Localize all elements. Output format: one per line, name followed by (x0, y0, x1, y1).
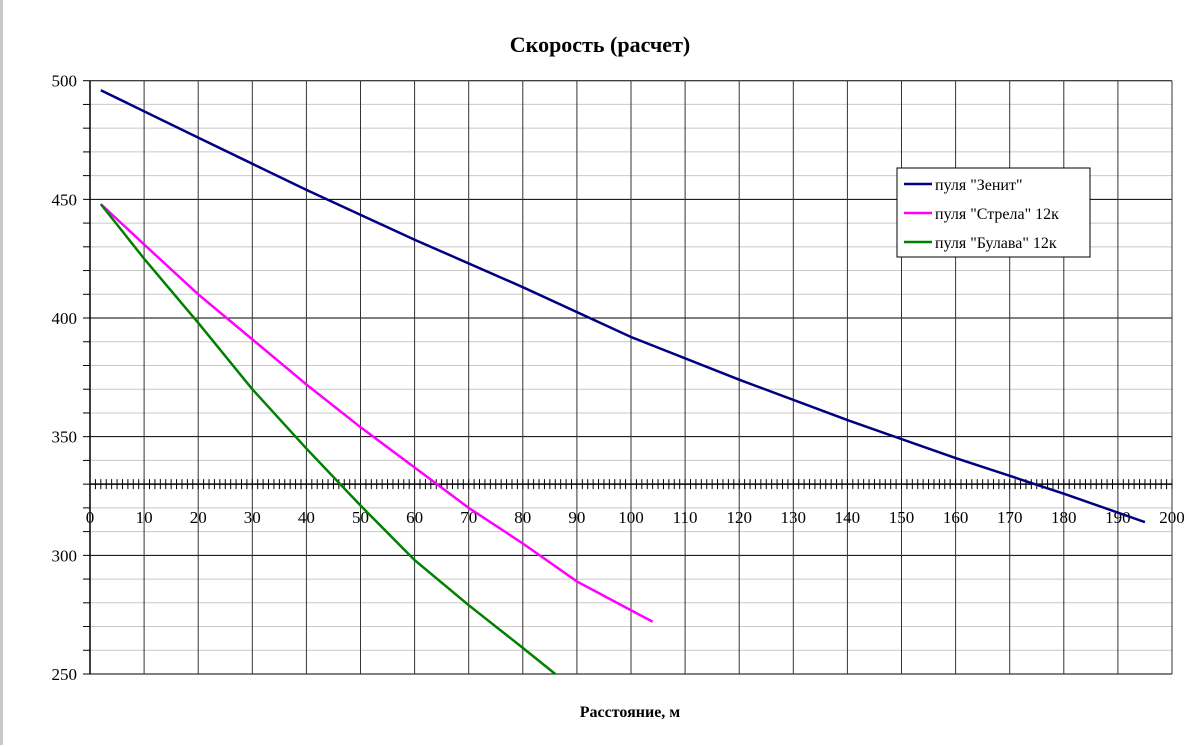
x-tick-label: 160 (943, 508, 969, 527)
x-tick-label: 130 (781, 508, 807, 527)
x-tick-label: 30 (244, 508, 261, 527)
series-line-0 (100, 89, 1146, 524)
x-tick-label: 60 (406, 508, 423, 527)
x-tick-label: 0 (86, 508, 95, 527)
x-tick-label: 70 (460, 508, 477, 527)
x-tick-label: 90 (568, 508, 585, 527)
x-tick-label: 40 (298, 508, 315, 527)
axes: 250 300 350 400 450 500 0 10 20 30 40 50 60 70 80 90 100… (52, 72, 1185, 684)
x-tick-label: 20 (190, 508, 207, 527)
legend-label: пуля "Зенит" (935, 177, 1023, 194)
series-line-1 (99, 203, 654, 623)
legend: пуля "Зенит" пуля "Стрела" 12к пуля "Булав… (896, 167, 1091, 258)
x-tick-label: 180 (1051, 508, 1077, 527)
y-tick-label: 400 (52, 309, 78, 328)
x-tick-label: 100 (618, 508, 644, 527)
y-tick-label: 300 (52, 546, 78, 565)
x-axis-label: Расстояние, м (580, 704, 681, 721)
y-tick-label: 500 (52, 72, 78, 91)
x-tick-label: 170 (997, 508, 1023, 527)
x-tick-label: 190 (1105, 508, 1131, 527)
x-tick-label: 120 (726, 508, 752, 527)
x-tick-label: 200 (1159, 508, 1185, 527)
series-line-2 (99, 203, 557, 675)
x-tick-label: 80 (514, 508, 531, 527)
x-tick-label: 50 (352, 508, 369, 527)
y-tick-label: 250 (52, 665, 78, 684)
series-lines (99, 89, 1146, 675)
legend-label: пуля "Стрела" 12к (935, 206, 1059, 223)
x-tick-label: 110 (673, 508, 698, 527)
x-tick-label: 140 (835, 508, 861, 527)
x-tick-label: 150 (889, 508, 915, 527)
chart-title: Скорость (расчет) (510, 32, 690, 57)
y-tick-label: 350 (52, 428, 78, 447)
gridlines (89, 80, 1173, 675)
x-tick-label: 10 (136, 508, 153, 527)
y-tick-label: 450 (52, 190, 78, 209)
legend-label: пуля "Булава" 12к (935, 235, 1057, 252)
